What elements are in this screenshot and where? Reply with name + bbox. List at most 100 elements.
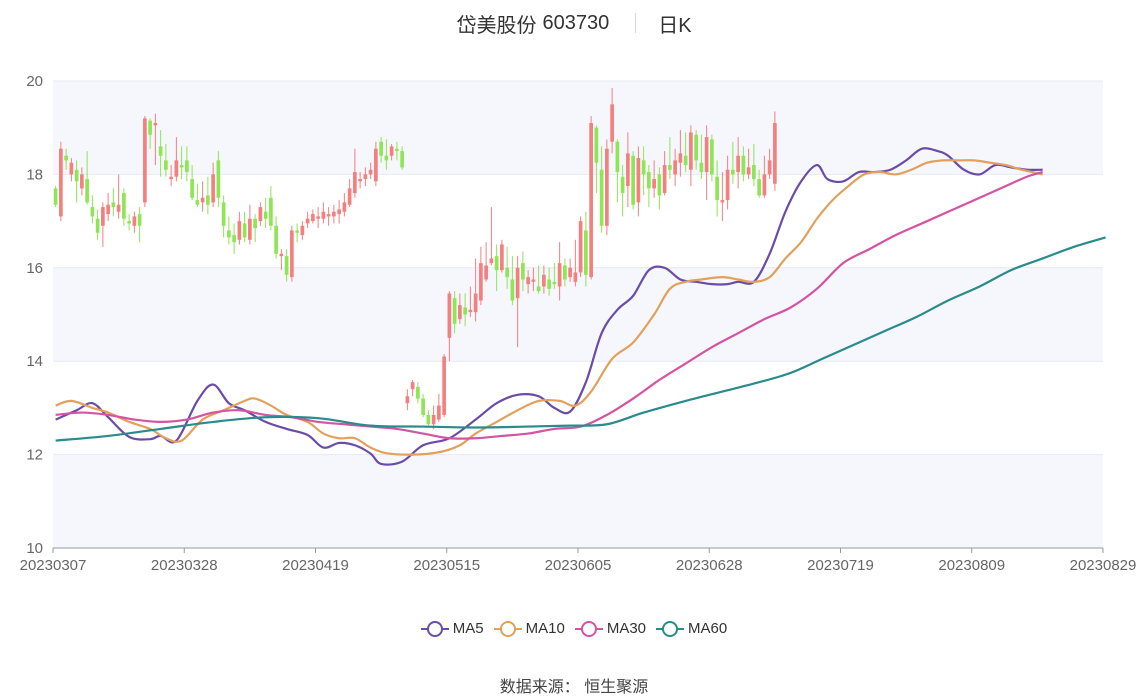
x-tick-label: 20230419 bbox=[282, 557, 349, 574]
candle-body bbox=[237, 221, 242, 240]
candle-body bbox=[164, 160, 168, 170]
y-tick-label: 12 bbox=[26, 447, 43, 464]
ma60-legend-icon bbox=[656, 620, 685, 637]
candle-body bbox=[731, 169, 735, 175]
candle-body bbox=[269, 197, 273, 226]
candle-body bbox=[536, 286, 541, 292]
y-tick-label: 16 bbox=[26, 260, 43, 277]
stock-name: 岱美股份 bbox=[456, 14, 537, 37]
candle-body bbox=[353, 172, 357, 194]
candle-body bbox=[557, 263, 562, 287]
candle-body bbox=[368, 169, 373, 175]
candle-body bbox=[626, 153, 630, 187]
candle-body bbox=[479, 263, 483, 301]
candle-body bbox=[85, 179, 89, 203]
y-tick-label: 20 bbox=[26, 73, 43, 90]
candle-body bbox=[242, 223, 247, 238]
candle-body bbox=[620, 176, 625, 194]
candle-body bbox=[216, 160, 221, 198]
candle-body bbox=[463, 307, 467, 315]
candle-body bbox=[374, 148, 378, 182]
series-line-ma30 bbox=[55, 171, 1043, 440]
candle-body bbox=[379, 141, 383, 156]
legend-item-ma5[interactable]: MA5 bbox=[420, 620, 484, 637]
candle-body bbox=[53, 188, 58, 205]
candle-body bbox=[274, 225, 278, 254]
candle-body bbox=[510, 279, 515, 301]
candle-body bbox=[132, 216, 137, 226]
candle-body bbox=[405, 396, 410, 404]
legend-item-ma60[interactable]: MA60 bbox=[656, 620, 727, 637]
legend-item-ma30[interactable]: MA30 bbox=[574, 620, 646, 637]
candle-body bbox=[715, 176, 719, 201]
candle-body bbox=[484, 265, 488, 280]
candle-body bbox=[200, 197, 205, 203]
chart-title: 岱美股份 603730 日K bbox=[0, 8, 1148, 38]
candle-body bbox=[452, 298, 457, 324]
candle-body bbox=[500, 244, 504, 271]
candle-body bbox=[253, 218, 257, 229]
candle-body bbox=[116, 204, 121, 212]
candle-body bbox=[106, 204, 110, 215]
x-tick-label: 20230605 bbox=[545, 557, 612, 574]
candle-body bbox=[426, 414, 431, 425]
candle-body bbox=[526, 277, 530, 285]
candle-body bbox=[363, 174, 368, 180]
candle-body bbox=[400, 151, 404, 168]
candle-body bbox=[447, 293, 452, 338]
candle-body bbox=[158, 146, 163, 156]
candle-body bbox=[358, 179, 362, 182]
candle-body bbox=[174, 160, 179, 177]
candle-body bbox=[300, 225, 305, 236]
candle-body bbox=[389, 146, 394, 156]
candle-body bbox=[206, 195, 210, 205]
ma30-legend-icon bbox=[574, 620, 603, 637]
candle-body bbox=[95, 218, 100, 233]
candle-body bbox=[652, 179, 656, 189]
candle-body bbox=[111, 202, 116, 208]
candle-body bbox=[148, 120, 152, 135]
candle-body bbox=[311, 214, 315, 222]
candle-body bbox=[211, 174, 215, 203]
candle-body bbox=[69, 162, 74, 175]
candle-body bbox=[605, 148, 609, 226]
candle-body bbox=[678, 153, 683, 163]
candle-body bbox=[589, 123, 593, 278]
candle-body bbox=[767, 160, 772, 175]
stock-code: 603730 bbox=[542, 11, 610, 34]
candle-body bbox=[221, 202, 226, 226]
legend: MA5 MA10 MA30 MA60 bbox=[0, 620, 1148, 637]
candle-body bbox=[647, 172, 651, 189]
candle-body bbox=[284, 256, 289, 275]
candle-body bbox=[531, 279, 536, 282]
candle-body bbox=[668, 165, 672, 170]
y-tick-label: 18 bbox=[26, 166, 43, 183]
candle-body bbox=[578, 221, 583, 273]
candle-body bbox=[631, 155, 635, 205]
legend-label-ma5: MA5 bbox=[452, 620, 484, 637]
candle-body bbox=[505, 267, 509, 278]
candle-body bbox=[395, 148, 399, 152]
x-tick-label: 20230628 bbox=[676, 557, 743, 574]
candle-body bbox=[326, 214, 331, 217]
candle-body bbox=[248, 218, 252, 240]
candle-body bbox=[263, 211, 268, 219]
candle-body bbox=[431, 414, 436, 425]
legend-label-ma10: MA10 bbox=[525, 620, 565, 637]
candle-body bbox=[710, 139, 714, 175]
candle-body bbox=[515, 267, 520, 299]
grid-band bbox=[53, 454, 1103, 548]
candle-body bbox=[337, 209, 341, 215]
candle-body bbox=[689, 132, 693, 170]
legend-item-ma10[interactable]: MA10 bbox=[493, 620, 565, 637]
candle-body bbox=[568, 267, 572, 278]
grid-band bbox=[53, 267, 1103, 362]
candle-body bbox=[185, 160, 189, 173]
candle-body bbox=[347, 188, 352, 205]
candle-body bbox=[458, 305, 462, 320]
candle-body bbox=[552, 281, 557, 285]
series-line-ma60 bbox=[55, 236, 1106, 442]
candle-body bbox=[416, 386, 420, 399]
candle-body bbox=[694, 134, 698, 161]
